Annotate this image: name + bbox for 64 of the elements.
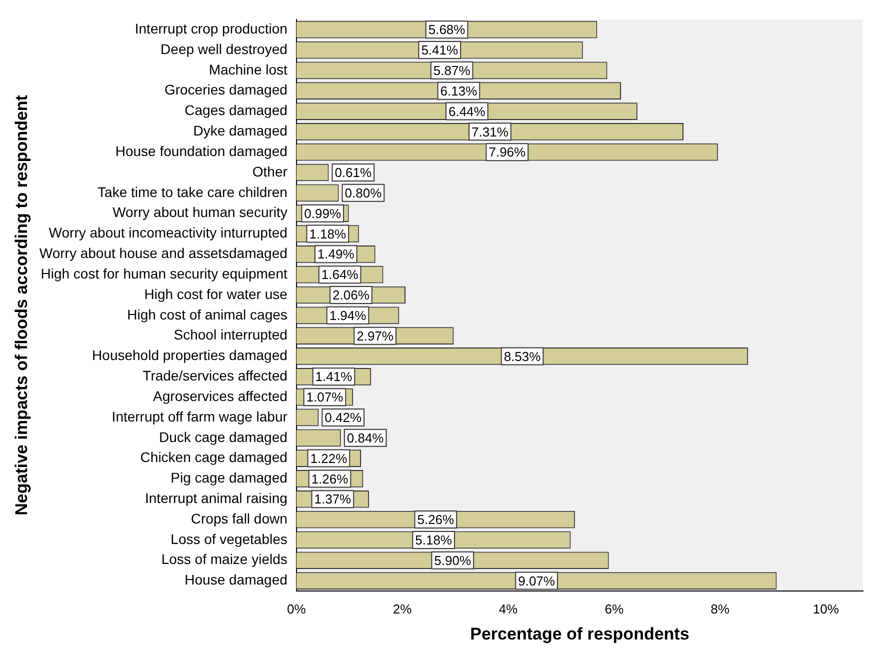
data-label: 5.87% xyxy=(433,63,471,78)
data-label: 1.18% xyxy=(309,226,347,242)
y-tick-label: Groceries damaged xyxy=(164,82,288,98)
y-tick-label: Interrupt crop production xyxy=(134,20,288,36)
y-tick-label: Crops fall down xyxy=(190,510,288,526)
y-tick-label: Worry about incomeactivity inturrupted xyxy=(48,224,288,241)
data-label: 9.07% xyxy=(518,573,556,588)
data-label: 1.07% xyxy=(306,390,344,405)
y-tick-label: Pig cage damaged xyxy=(170,470,288,486)
x-tick-label: 6% xyxy=(604,601,624,616)
data-label: 2.97% xyxy=(356,328,394,344)
y-tick-label: Cages damaged xyxy=(184,102,288,118)
x-axis-title: Percentage of respondents xyxy=(470,624,690,644)
data-label: 1.22% xyxy=(310,450,348,466)
data-label: 8.53% xyxy=(504,348,542,364)
data-label: 0.42% xyxy=(324,410,362,426)
y-tick-label: Take time to take care children xyxy=(98,184,288,200)
data-label: 1.94% xyxy=(329,308,367,323)
data-label: 1.49% xyxy=(317,246,355,262)
y-tick-label: Worry about house and assetsdamaged xyxy=(39,245,288,262)
y-tick-label: Interrupt off farm wage labur xyxy=(112,408,288,424)
y-tick-label: High cost for water use xyxy=(144,286,288,302)
y-tick-label: House damaged xyxy=(184,572,288,588)
y-tick-label: Interrupt animal raising xyxy=(145,490,288,506)
data-label: 0.99% xyxy=(304,206,342,221)
data-label: 1.37% xyxy=(314,492,352,507)
x-tick-label: 4% xyxy=(498,601,518,616)
data-label: 1.64% xyxy=(321,267,359,282)
y-tick-label: School interrupted xyxy=(174,326,288,343)
data-label: 7.31% xyxy=(472,124,509,140)
y-tick-label: High cost for human security equipment xyxy=(40,265,288,282)
y-tick-label: Dyke damaged xyxy=(193,122,288,139)
data-label: 6.13% xyxy=(440,83,478,98)
y-tick-label: House foundation damaged xyxy=(115,142,288,159)
y-tick-label: Chicken cage damaged xyxy=(140,449,288,466)
y-tick-label: Deep well destroyed xyxy=(160,40,288,57)
y-tick-label: High cost of animal cages xyxy=(127,306,288,322)
data-label: 0.80% xyxy=(344,186,382,200)
data-label: 2.06% xyxy=(332,288,370,303)
y-tick-label: Loss of maize yields xyxy=(161,551,288,568)
data-label: 5.26% xyxy=(417,512,455,528)
data-label: 1.26% xyxy=(311,471,349,486)
y-tick-label: Loss of vegetables xyxy=(170,530,288,547)
x-tick-label: 8% xyxy=(710,601,730,616)
y-tick-label: Other xyxy=(252,163,288,180)
data-label: 0.61% xyxy=(334,165,372,180)
y-tick-label: Agroservices affected xyxy=(153,388,288,404)
data-label: 5.90% xyxy=(434,552,472,568)
y-tick-label: Duck cage damaged xyxy=(158,428,288,445)
x-tick-label: 0% xyxy=(287,601,306,616)
y-tick-label: Trade/services affected xyxy=(142,368,288,384)
data-label: 7.96% xyxy=(488,144,526,160)
y-tick-label: Machine lost xyxy=(208,61,288,78)
data-label: 5.18% xyxy=(415,532,452,548)
x-tick-label: 10% xyxy=(812,601,840,616)
data-label: 5.68% xyxy=(428,22,466,38)
x-tick-label: 2% xyxy=(392,601,412,616)
y-tick-label: Household properties damaged xyxy=(92,347,288,364)
y-axis-title: Negative impacts of floods according to respondent xyxy=(12,94,31,516)
data-label: 0.84% xyxy=(346,430,384,446)
y-tick-label: Worry about human security xyxy=(112,204,288,220)
data-label: 5.41% xyxy=(421,42,459,58)
data-label: 6.44% xyxy=(448,104,486,119)
data-label: 1.41% xyxy=(315,369,353,384)
